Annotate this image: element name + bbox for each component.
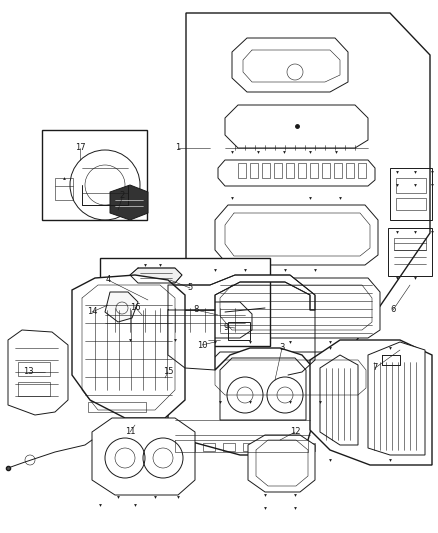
Text: 8: 8 — [193, 305, 199, 314]
Bar — [243, 443, 255, 451]
Text: 6: 6 — [390, 305, 396, 314]
Text: 14: 14 — [87, 308, 97, 317]
Polygon shape — [168, 310, 315, 455]
Bar — [396, 178, 426, 193]
Text: 2: 2 — [120, 190, 125, 199]
Bar — [100, 258, 270, 346]
Text: 17: 17 — [75, 143, 85, 152]
Text: 13: 13 — [23, 367, 33, 376]
Polygon shape — [215, 205, 378, 265]
Text: 16: 16 — [130, 303, 140, 311]
Bar — [358, 163, 366, 178]
Bar — [394, 238, 426, 250]
Text: 1: 1 — [175, 143, 180, 152]
Bar — [310, 163, 318, 178]
Text: 4: 4 — [106, 276, 111, 285]
Bar — [235, 360, 275, 388]
Polygon shape — [168, 275, 315, 310]
Bar — [228, 322, 250, 340]
Polygon shape — [248, 435, 315, 492]
Bar — [55, 178, 73, 200]
Polygon shape — [225, 105, 368, 148]
Polygon shape — [208, 352, 374, 398]
Bar — [346, 163, 354, 178]
Text: 12: 12 — [290, 427, 300, 437]
Polygon shape — [92, 418, 195, 495]
Bar — [303, 443, 315, 451]
Bar — [42, 130, 147, 220]
Text: 10: 10 — [197, 341, 207, 350]
Text: 3: 3 — [279, 343, 285, 352]
Polygon shape — [218, 160, 375, 186]
Polygon shape — [105, 292, 138, 322]
Bar — [250, 163, 258, 178]
Polygon shape — [320, 355, 358, 445]
Polygon shape — [310, 340, 432, 465]
Bar — [390, 168, 432, 220]
Bar — [388, 228, 432, 276]
Bar — [283, 443, 295, 451]
Text: 15: 15 — [163, 367, 173, 376]
Polygon shape — [232, 38, 348, 92]
Bar — [396, 198, 426, 210]
Text: 5: 5 — [187, 284, 193, 293]
Bar — [262, 163, 270, 178]
Text: 9: 9 — [223, 322, 229, 332]
Bar — [223, 443, 235, 451]
Bar — [263, 443, 275, 451]
Bar — [274, 163, 282, 178]
Bar — [322, 163, 330, 178]
Polygon shape — [212, 278, 380, 338]
Bar — [203, 443, 215, 451]
Polygon shape — [368, 342, 425, 455]
Polygon shape — [186, 13, 430, 430]
Bar — [183, 443, 195, 451]
Text: 7: 7 — [372, 364, 378, 373]
Polygon shape — [8, 330, 68, 415]
Bar — [238, 163, 246, 178]
Text: 11: 11 — [125, 427, 135, 437]
Bar — [88, 402, 146, 412]
Bar — [334, 163, 342, 178]
Bar — [298, 163, 306, 178]
Polygon shape — [98, 302, 252, 338]
Polygon shape — [110, 185, 148, 220]
Polygon shape — [72, 275, 185, 418]
Polygon shape — [130, 268, 182, 283]
Polygon shape — [220, 358, 306, 420]
Bar — [286, 163, 294, 178]
Bar — [18, 362, 50, 376]
Bar — [18, 382, 50, 396]
Bar — [285, 360, 325, 388]
